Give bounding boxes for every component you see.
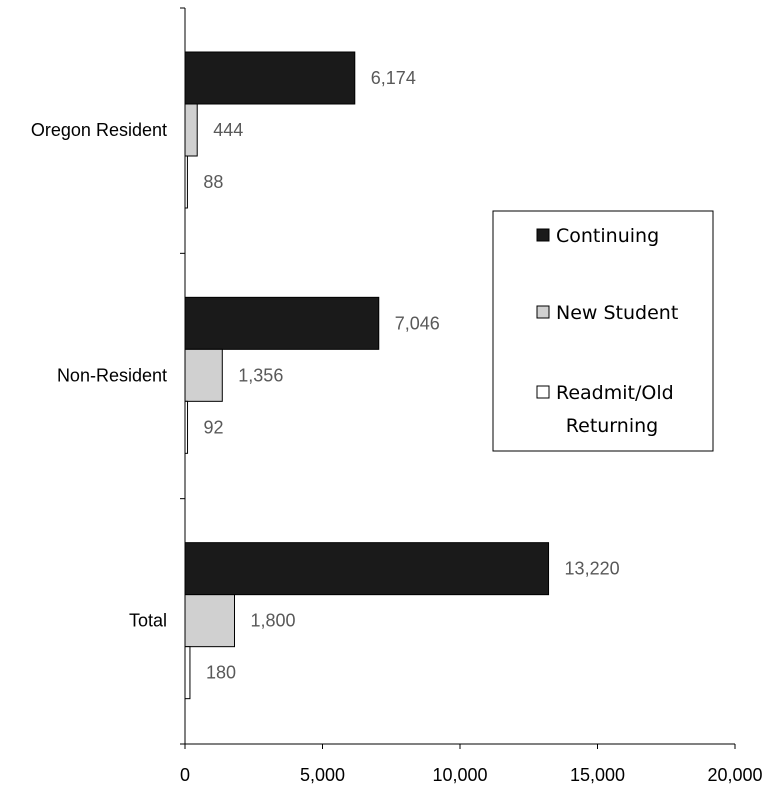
legend: Continuing New Student Readmit/Old Returnin… — [492, 210, 714, 452]
bar-1-1 — [184, 348, 223, 402]
data-label-0-0: 6,174 — [371, 68, 416, 88]
data-label-0-1: 444 — [213, 120, 243, 140]
x-tick-label: 10,000 — [432, 765, 487, 785]
x-tick-label: 0 — [180, 765, 190, 785]
data-label-0-2: 88 — [203, 172, 223, 192]
legend-swatch-2 — [536, 385, 550, 399]
legend-label-0: Continuing — [556, 225, 659, 247]
legend-label-2: Returning — [566, 415, 658, 437]
bar-0-1 — [184, 103, 198, 157]
legend-swatch-1 — [536, 305, 550, 319]
legend-box — [492, 210, 714, 452]
bars-layer — [184, 51, 550, 700]
category-label-0: Oregon Resident — [31, 120, 167, 140]
bar-0-0 — [184, 51, 356, 105]
legend-swatch-0 — [536, 228, 550, 242]
data-label-2-0: 13,220 — [565, 559, 620, 579]
legend-label-1: New Student — [556, 302, 678, 324]
category-label-1: Non-Resident — [57, 365, 167, 385]
bar-2-0 — [184, 542, 550, 596]
bar-2-1 — [184, 594, 235, 648]
x-tick-label: 15,000 — [570, 765, 625, 785]
bar-2-2 — [184, 646, 191, 700]
data-label-2-1: 1,800 — [251, 611, 296, 631]
data-label-1-0: 7,046 — [395, 313, 440, 333]
x-tick-label: 5,000 — [300, 765, 345, 785]
data-label-2-2: 180 — [206, 663, 236, 683]
data-label-1-1: 1,356 — [238, 365, 283, 385]
data-label-1-2: 92 — [204, 417, 224, 437]
bar-1-0 — [184, 296, 380, 350]
legend-label-2: Readmit/Old — [556, 382, 674, 404]
category-label-2: Total — [129, 611, 167, 631]
data-labels-layer: 6,174 444 88 7,046 1,356 92 13,220 1,800 180 — [203, 68, 619, 683]
x-tick-label: 20,000 — [707, 765, 762, 785]
category-labels-layer: Oregon Resident Non-Resident Total — [31, 120, 167, 631]
axes-layer: 0 5,000 10,000 15,000 20,000 — [180, 7, 763, 785]
